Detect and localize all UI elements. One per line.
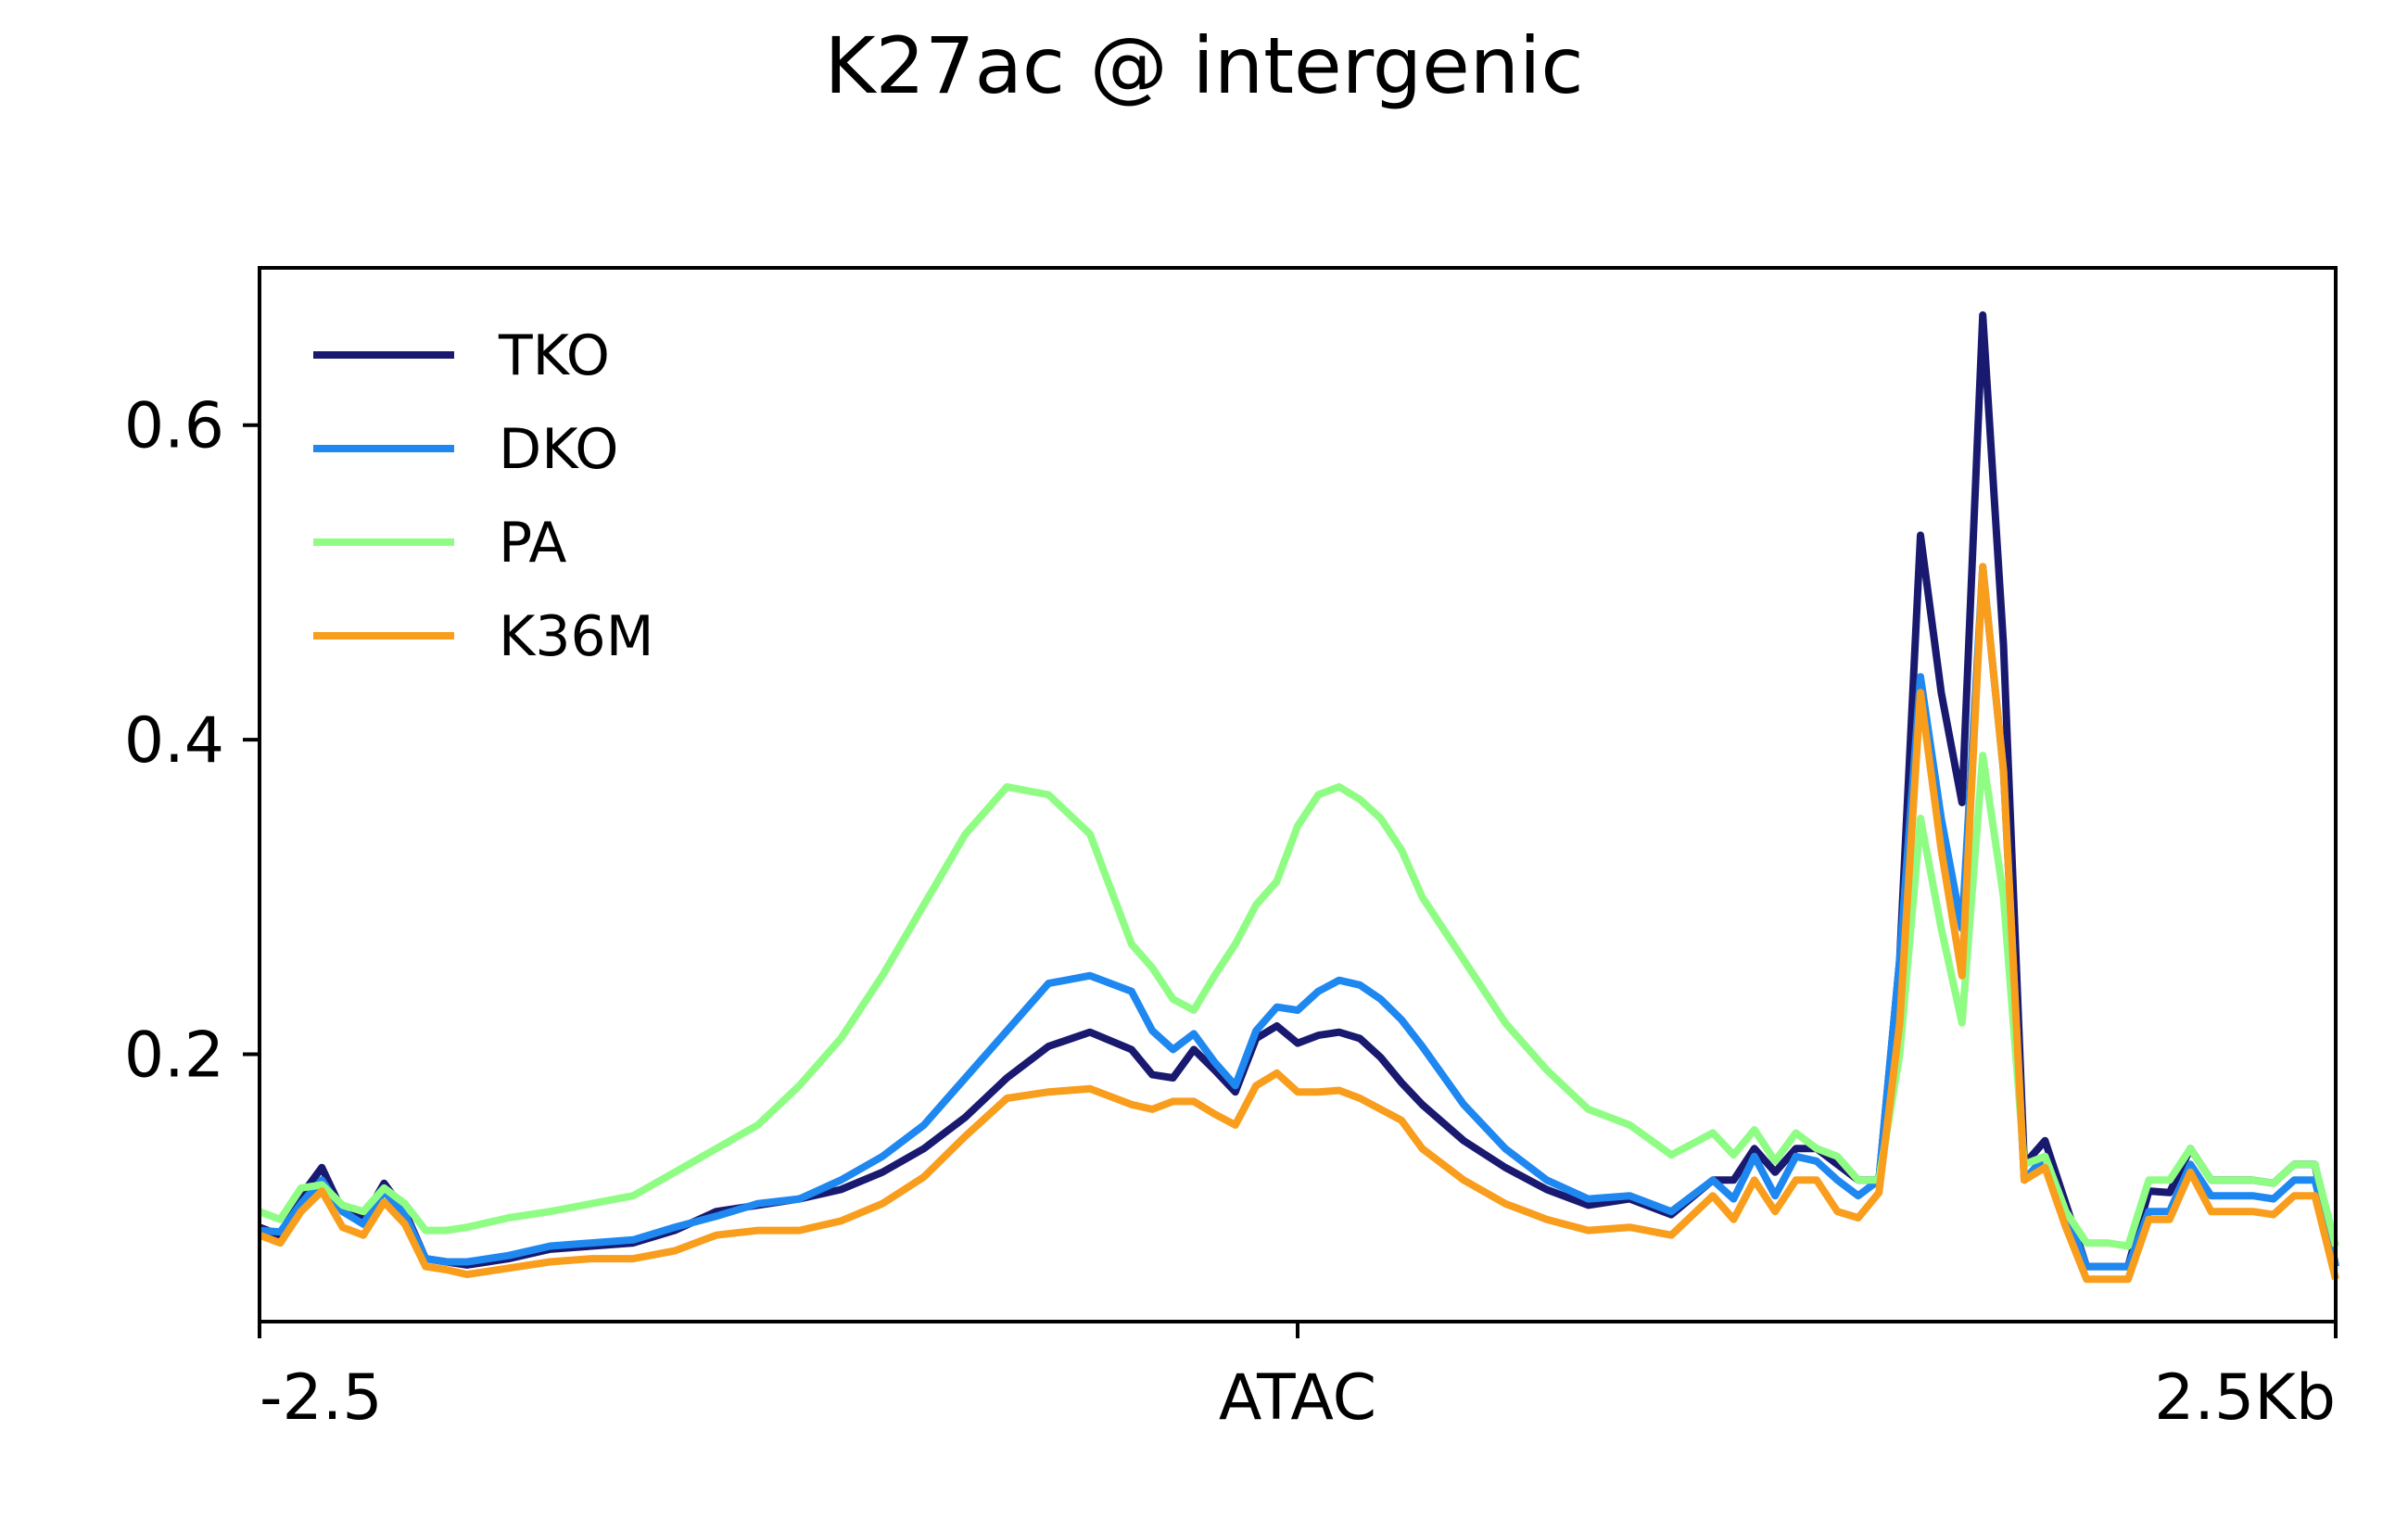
x-axis: -2.5 ATAC 2.5Kb	[258, 1322, 2338, 1435]
y-axis: 0.2 0.4 0.6	[124, 390, 260, 1093]
x-tick-label: -2.5	[260, 1361, 383, 1435]
x-tick-label: ATAC	[1219, 1361, 1376, 1435]
series-lines	[258, 310, 2339, 1284]
y-tick-label: 0.4	[124, 704, 224, 778]
legend-label-k36m: K36M	[499, 604, 653, 669]
legend: TKO DKO PA K36M	[313, 323, 653, 669]
series-line-pa	[258, 752, 2339, 1250]
y-tick-label: 0.2	[124, 1019, 224, 1093]
legend-label-dko: DKO	[499, 417, 619, 482]
legend-label-tko: TKO	[498, 323, 610, 388]
y-tick-label: 0.6	[124, 390, 224, 463]
chart-title: K27ac @ intergenic	[824, 20, 1583, 111]
legend-label-pa: PA	[499, 511, 566, 576]
x-tick-label: 2.5Kb	[2154, 1361, 2336, 1435]
series-line-k36m	[258, 563, 2339, 1284]
